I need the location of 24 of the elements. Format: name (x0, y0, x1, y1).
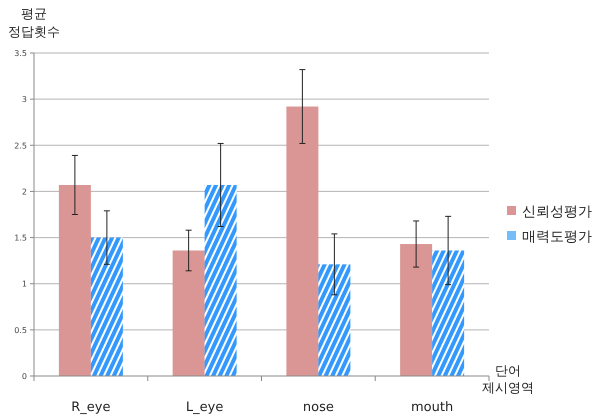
legend-label: 신뢰성평가 (522, 204, 592, 220)
x-tick-label: L_eye (186, 400, 224, 415)
bar (90, 238, 123, 376)
legend: 신뢰성평가 매력도평가 (507, 204, 592, 245)
bar (172, 250, 205, 376)
bar (400, 244, 432, 376)
y-tick-label: 2 (22, 187, 27, 196)
y-tick-label: 3.5 (14, 49, 27, 58)
bar (58, 184, 91, 376)
bar (204, 184, 237, 376)
x-tick-label: nose (302, 400, 334, 415)
y-tick-label: 3 (22, 95, 27, 104)
x-tick-label: R_eye (71, 400, 110, 415)
y-tick-label: 2.5 (14, 141, 27, 150)
x-axis-title: 단어 제시영역 (482, 364, 534, 396)
y-tick-label: 1.5 (14, 234, 27, 243)
y-tick-label: 1 (22, 280, 27, 289)
y-tick-label: 0 (22, 372, 27, 381)
bar (286, 106, 318, 376)
bar (432, 250, 464, 376)
y-axis-title: 평균 정답횟수 (8, 7, 60, 40)
bar (318, 264, 350, 376)
x-tick-label: mouth (411, 400, 454, 415)
y-tick-label: 0.5 (14, 326, 27, 335)
